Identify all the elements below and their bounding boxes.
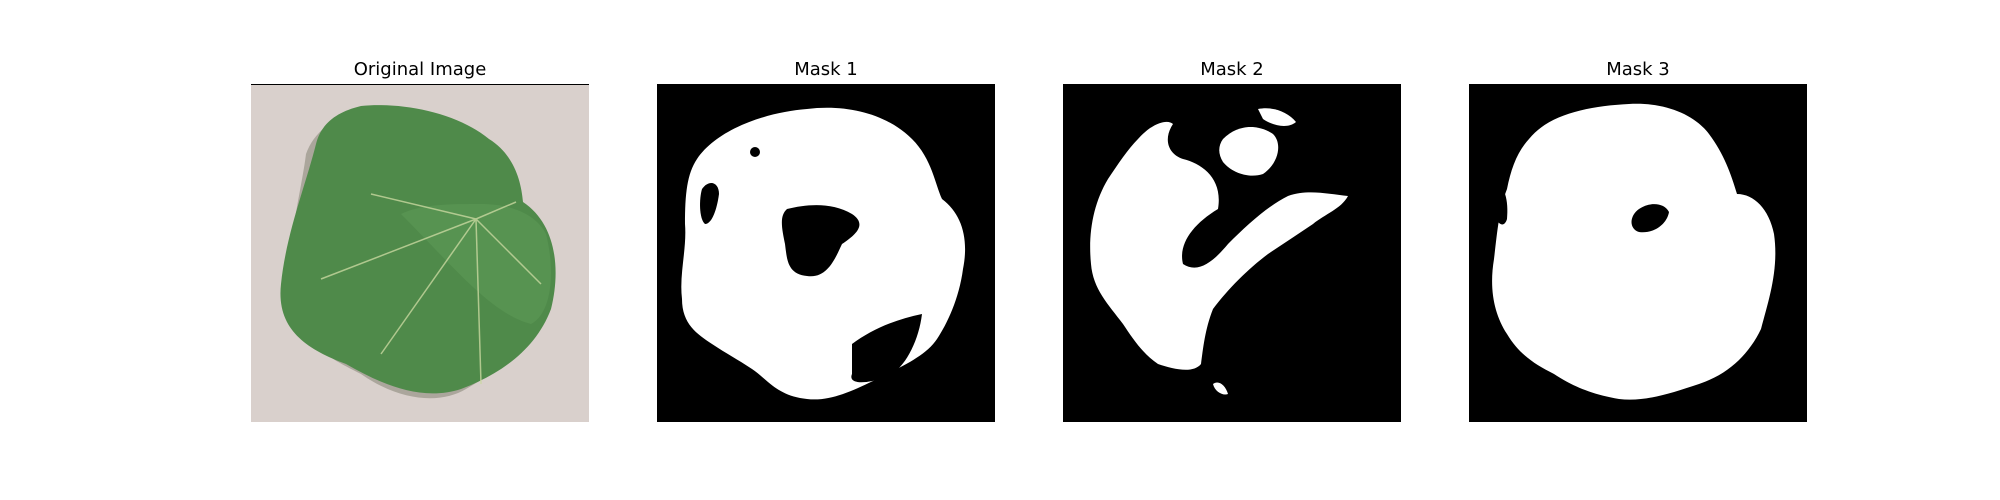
panel-title-mask-3: Mask 3 xyxy=(1606,59,1670,80)
panel-title-original: Original Image xyxy=(353,59,487,80)
mask-2-foreground-main xyxy=(1090,121,1348,370)
mask-1-spot xyxy=(750,147,760,157)
mask-3-left-notch xyxy=(1488,183,1508,225)
original-image xyxy=(251,84,589,422)
mask-3-image xyxy=(1469,84,1807,422)
mask-2-image xyxy=(1063,84,1401,422)
mask-1-panel xyxy=(657,84,995,422)
leaf xyxy=(280,105,556,394)
panel-title-mask-1: Mask 1 xyxy=(794,59,858,80)
panel-title-mask-2: Mask 2 xyxy=(1200,59,1264,80)
mask-3-foreground xyxy=(1492,103,1776,400)
mask-1-lower-hole xyxy=(851,314,922,383)
leaf-veins xyxy=(320,193,542,385)
original-image-panel xyxy=(251,84,589,422)
mask-2-panel xyxy=(1063,84,1401,422)
mask-2-foreground-upper xyxy=(1219,127,1279,176)
mask-3-panel xyxy=(1469,84,1807,422)
mask-1-image xyxy=(657,84,995,422)
mask-2-foreground-top-right xyxy=(1258,108,1296,126)
mask-1-left-hole xyxy=(700,182,719,224)
mask-2-foreground-bottom-speck xyxy=(1213,382,1228,395)
